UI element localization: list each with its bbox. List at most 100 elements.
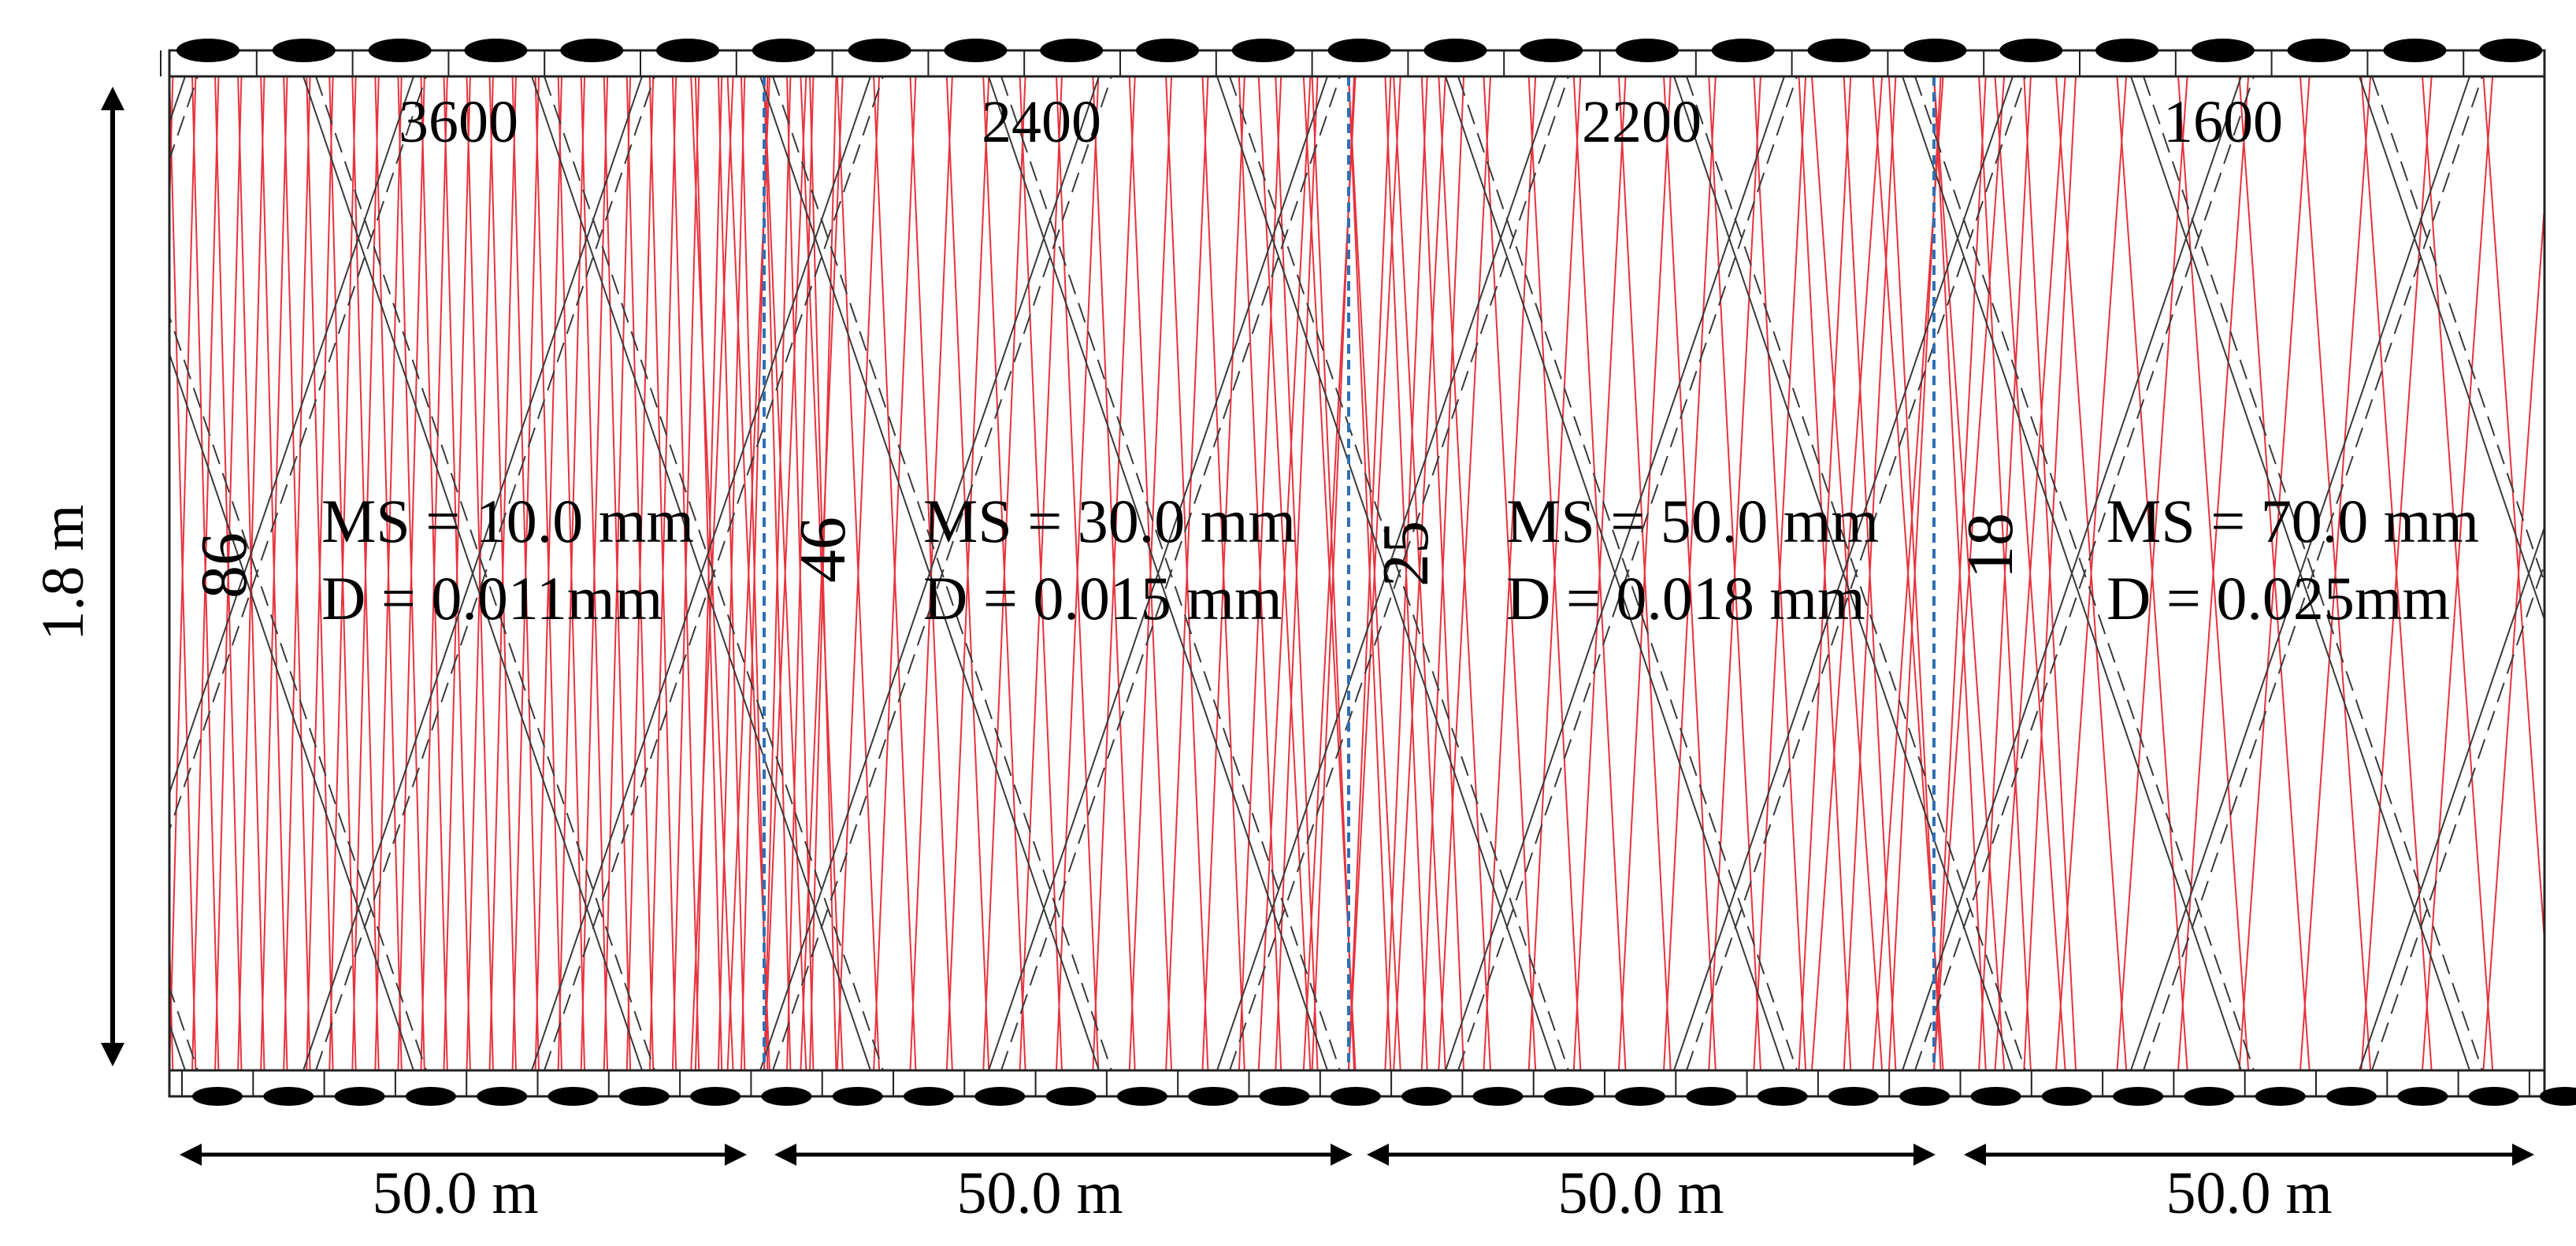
float [1828, 1087, 1879, 1106]
float [1231, 39, 1295, 62]
float [1903, 39, 1967, 62]
red-mesh-line [648, 76, 677, 1070]
float [368, 39, 432, 62]
dark-mesh-line [1902, 76, 2242, 1070]
dark-mesh-line-dashed [1457, 76, 1798, 1070]
red-mesh-line [1438, 76, 1492, 1070]
float [1757, 1087, 1808, 1106]
red-mesh-line [763, 76, 807, 1070]
float [761, 1087, 812, 1106]
float [1401, 1087, 1453, 1106]
float [1327, 39, 1391, 62]
float [1616, 39, 1679, 62]
red-mesh-line [873, 76, 917, 1070]
red-mesh-line [1933, 76, 1987, 1070]
red-mesh-line [2482, 76, 2544, 952]
float [464, 39, 528, 62]
panel-dividers [763, 76, 1936, 1070]
float [1807, 39, 1871, 62]
dark-mesh-line-dashed [544, 76, 884, 1070]
dark-mesh-line [1445, 76, 1785, 1070]
red-mesh-line [1165, 76, 1209, 1070]
float [2184, 1087, 2235, 1106]
red-mesh-line [786, 76, 815, 1070]
dark-mesh-line-dashed [315, 76, 655, 1070]
dark-mesh-line-dashed [1229, 76, 1569, 1070]
red-mesh-line [1933, 76, 2006, 1070]
float [974, 1087, 1026, 1106]
float [618, 1087, 670, 1106]
red-mesh-line [694, 76, 723, 1070]
float [334, 1087, 385, 1106]
float [2191, 39, 2255, 62]
red-mesh-line [260, 76, 288, 1070]
float [1520, 39, 1583, 62]
float [2479, 39, 2543, 62]
width-dimensions [180, 1144, 2534, 1166]
float [2095, 39, 2158, 62]
red-mesh-line [717, 76, 746, 1070]
red-mesh-line [374, 76, 403, 1070]
red-mesh-line [328, 76, 357, 1070]
red-mesh-line [2544, 76, 2576, 1070]
red-mesh-line [1393, 76, 1446, 1070]
dark-mesh-line [988, 76, 1328, 1070]
red-mesh-line [2177, 76, 2250, 1070]
red-mesh-line [690, 76, 734, 1070]
red-mesh-line [1275, 76, 1319, 1070]
float [690, 1087, 741, 1106]
float [2397, 1087, 2448, 1106]
dark-mesh-line [1673, 76, 2014, 1070]
float [477, 1087, 528, 1106]
float [2539, 1087, 2576, 1106]
panel-4-count: 1600 [2163, 89, 2283, 155]
red-mesh-line [1483, 76, 1537, 1070]
dark-mesh-line-dashed [1686, 76, 2026, 1070]
panel-2-width-label: 50.0 m [956, 1160, 1123, 1226]
float [192, 1087, 243, 1106]
red-mesh-line [283, 76, 311, 1070]
red-mesh-line [1872, 76, 1944, 1070]
red-mesh-line [2422, 76, 2494, 1070]
red-mesh-line [191, 76, 220, 1070]
float [832, 1087, 883, 1106]
float [2383, 39, 2447, 62]
red-mesh-line [511, 76, 540, 1070]
red-mesh-line [603, 76, 632, 1070]
red-mesh-line [1994, 76, 2066, 1070]
panel-2-count: 2400 [982, 89, 1101, 155]
red-mesh-line [909, 76, 953, 1070]
float [272, 39, 336, 62]
float [1330, 1087, 1381, 1106]
red-mesh-line [1056, 76, 1100, 1070]
dark-mesh-line [2130, 76, 2470, 1070]
red-mesh-line [1978, 76, 2032, 1070]
red-mesh-line [982, 76, 1026, 1070]
float [2041, 1087, 2092, 1106]
dark-mesh-line-dashed [772, 76, 1112, 1070]
red-mesh-line [306, 76, 334, 1070]
float [1899, 1087, 1951, 1106]
red-mesh-line [1348, 76, 1401, 1070]
red-mesh-line [488, 76, 517, 1070]
dark-mesh-line-dashed [2143, 76, 2483, 1070]
panel-3-mesh-size: MS = 50.0 mm [1506, 487, 1879, 555]
red-mesh-line [420, 76, 448, 1070]
dark-mesh-line [303, 76, 643, 1070]
red-mesh-line [1753, 76, 1807, 1070]
mesh-lines [169, 76, 2576, 1070]
panel-1-width-label: 50.0 m [372, 1160, 538, 1226]
red-mesh-line [1527, 76, 1582, 1070]
float [263, 1087, 314, 1106]
float [1116, 1087, 1167, 1106]
dark-mesh-line [1216, 76, 1557, 1070]
float [944, 39, 1008, 62]
red-mesh-line [2238, 76, 2311, 1070]
red-mesh-line [671, 76, 700, 1070]
float [1472, 1087, 1524, 1106]
float [2287, 39, 2351, 62]
float [1686, 1087, 1737, 1106]
float [1615, 1087, 1665, 1106]
dark-mesh-line-dashed [2371, 76, 2544, 585]
